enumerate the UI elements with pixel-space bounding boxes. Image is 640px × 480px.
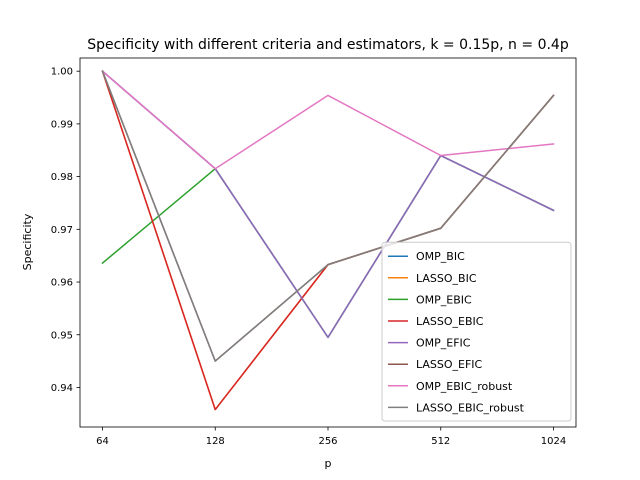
- legend-label: OMP_EBIC_robust: [416, 380, 513, 393]
- x-axis-label: p: [325, 457, 332, 470]
- y-tick-label: 0.98: [51, 172, 73, 183]
- x-tick-label: 512: [431, 436, 450, 447]
- x-axis: 64 128 256 512 1024: [96, 427, 566, 447]
- legend-label: LASSO_BIC: [416, 272, 477, 285]
- legend-label: OMP_EFIC: [416, 337, 471, 350]
- series-line-lasso-ebic-robust: [101, 70, 555, 362]
- plot-lines: [101, 70, 555, 411]
- legend-box: [381, 241, 572, 422]
- series-line-omp-ebic-robust: [101, 70, 555, 170]
- y-tick-label: 0.94: [51, 383, 73, 394]
- legend-label: LASSO_EFIC: [416, 358, 483, 371]
- legend-label: OMP_EBIC: [416, 293, 472, 306]
- legend-label: OMP_BIC: [416, 250, 465, 263]
- y-tick-label: 0.96: [51, 278, 73, 289]
- x-tick-label: 1024: [541, 436, 566, 447]
- y-tick-label: 0.99: [51, 119, 73, 130]
- x-tick-label: 128: [206, 436, 225, 447]
- y-axis-label: Specificity: [21, 213, 34, 270]
- y-tick-label: 0.95: [51, 330, 73, 341]
- y-tick-label: 1.00: [51, 67, 73, 78]
- y-axis: 0.94 0.95 0.96 0.97 0.98 0.99 1.00: [51, 67, 80, 394]
- chart-title: Specificity with different criteria and …: [87, 37, 569, 53]
- legend: OMP_BIC LASSO_BIC OMP_EBIC LASSO_EBIC OMP_EF…: [381, 241, 572, 422]
- legend-label: LASSO_EBIC: [416, 315, 484, 328]
- x-tick-label: 64: [96, 436, 109, 447]
- x-tick-label: 256: [318, 436, 337, 447]
- legend-label: LASSO_EBIC_robust: [416, 401, 525, 414]
- y-tick-label: 0.97: [51, 225, 73, 236]
